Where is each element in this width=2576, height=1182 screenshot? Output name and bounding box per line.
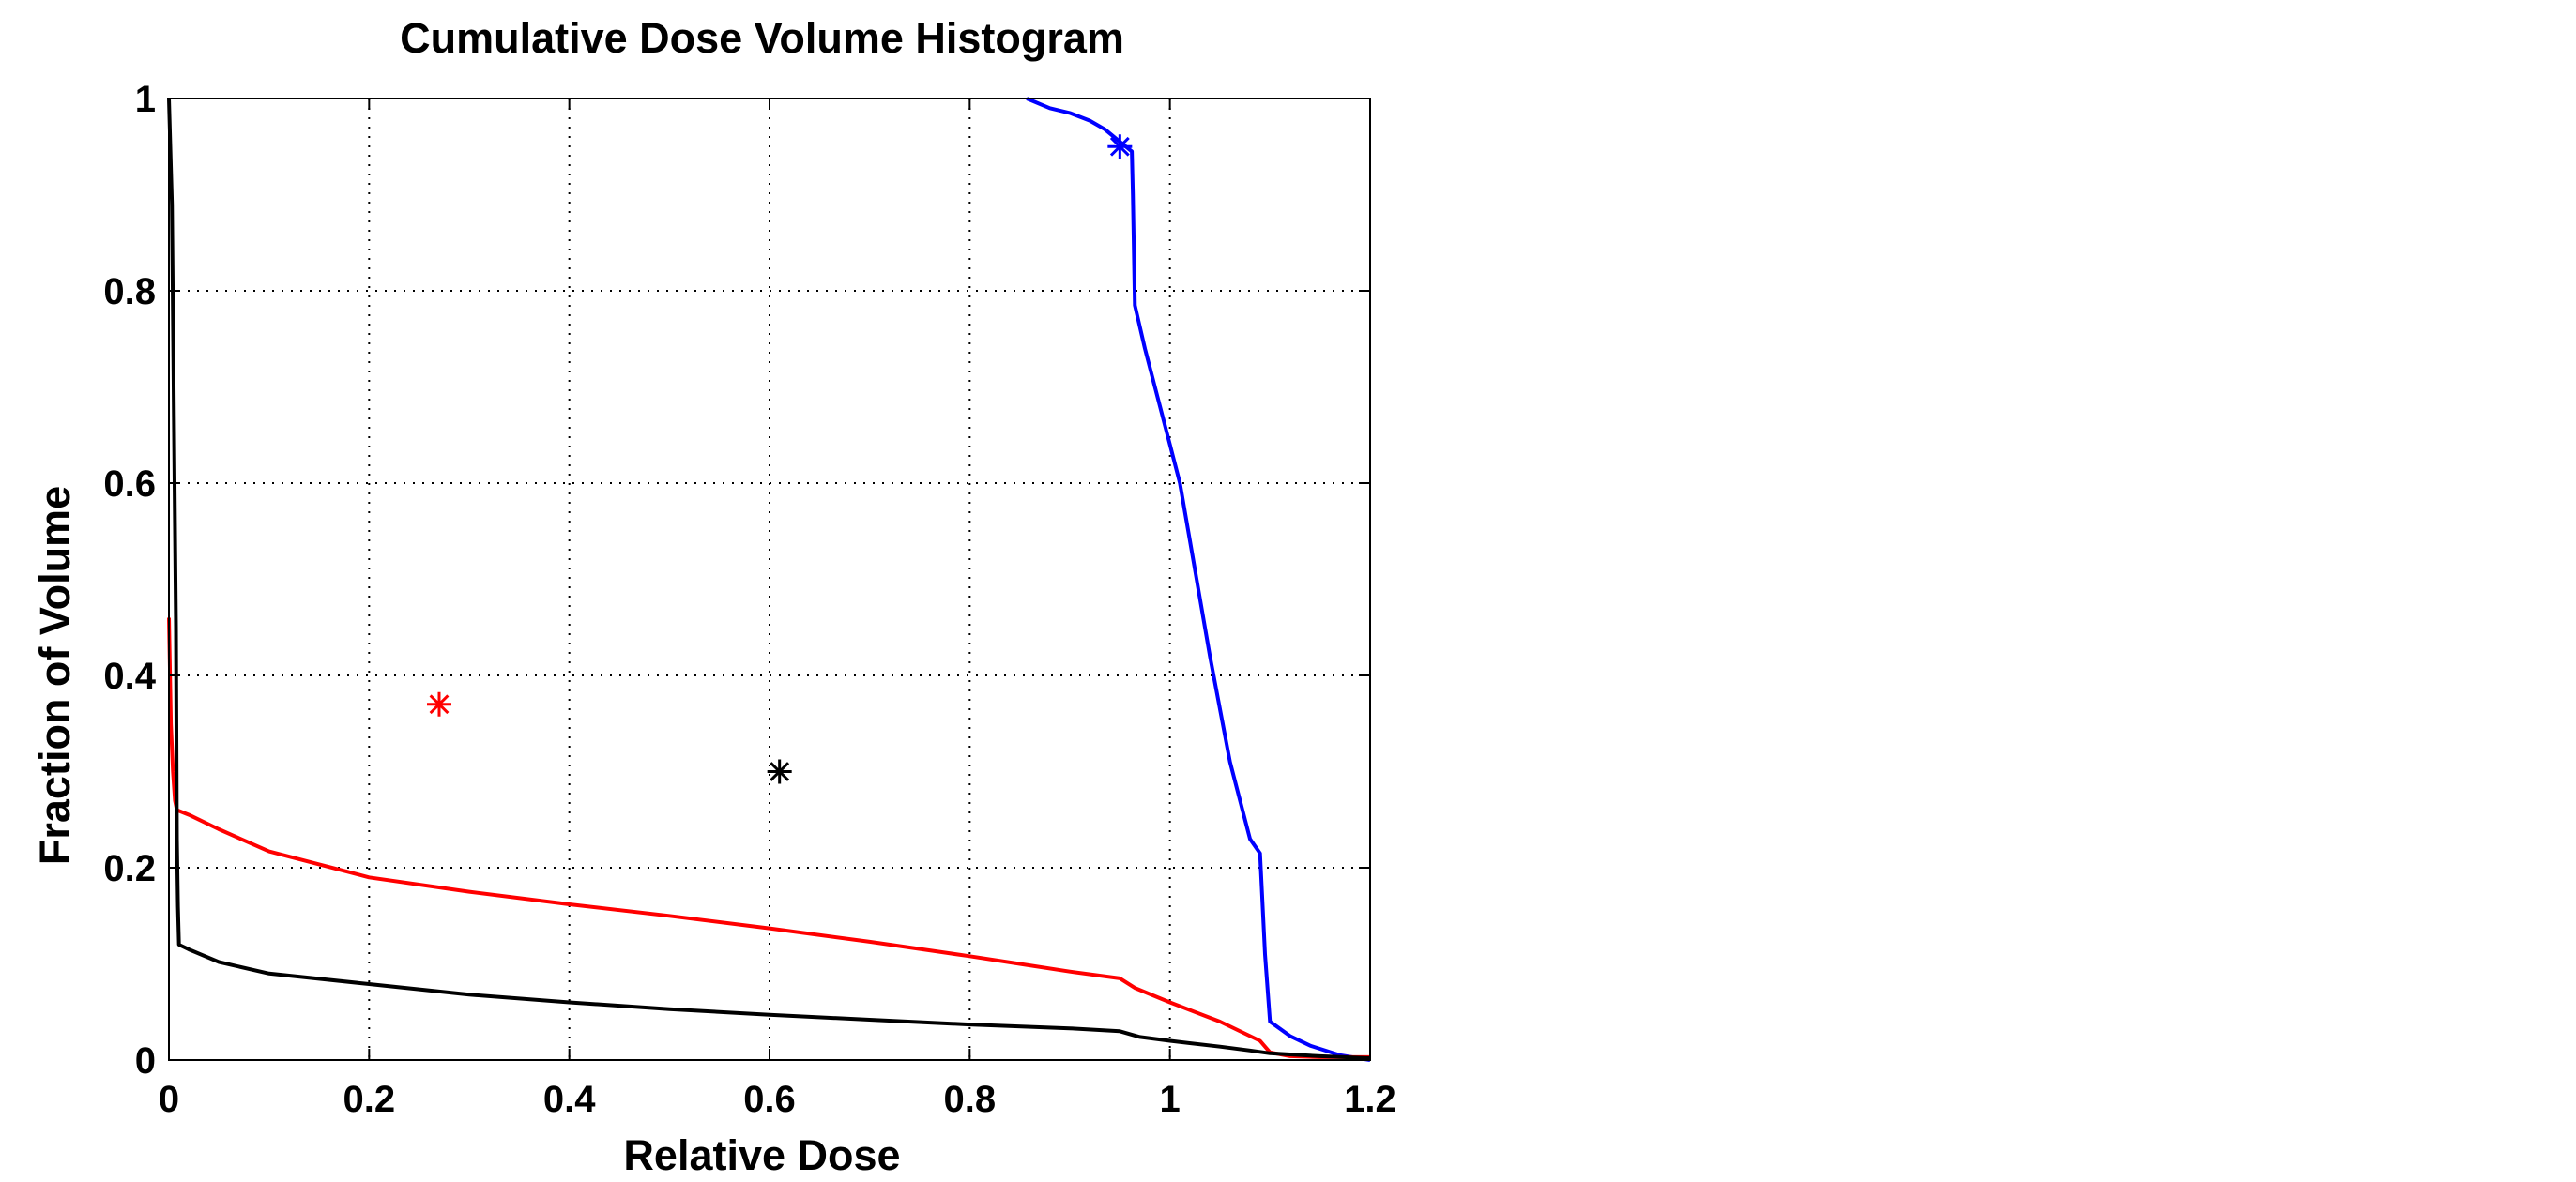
x-axis-ticks: 0 0.2 0.4 0.6 0.8 1 1.2 [159,98,1396,1120]
y-axis-label: Fraction of Volume [31,486,79,865]
series-line-2 [167,98,1371,1060]
series-line-1 [167,617,1370,1059]
x-tick-label-6: 1.2 [1344,1079,1396,1120]
y-tick-label-5: 1 [135,79,156,120]
y-axis-ticks: 0 0.2 0.4 0.6 0.8 1 [103,79,1370,1082]
data-series [167,97,1371,1062]
y-tick-label-4: 0.8 [103,271,156,312]
y-tick-label-2: 0.4 [103,656,156,697]
x-tick-label-4: 0.8 [944,1079,997,1120]
y-tick-label-0: 0 [135,1040,156,1082]
grid-lines [169,98,1370,1060]
star-marker-2 [767,759,792,784]
x-tick-label-2: 0.4 [543,1079,596,1120]
chart-title: Cumulative Dose Volume Histogram [400,14,1124,62]
star-marker-1 [427,691,451,717]
series-line-0 [1026,97,1371,1062]
x-tick-label-3: 0.6 [743,1079,796,1120]
data-markers [427,134,1133,784]
y-tick-label-3: 0.6 [103,463,156,505]
x-axis-label: Relative Dose [623,1131,900,1179]
x-tick-label-1: 0.2 [343,1079,396,1120]
x-tick-label-5: 1 [1160,1079,1181,1120]
x-tick-label-0: 0 [159,1079,179,1120]
star-marker-0 [1107,134,1133,159]
y-tick-label-1: 0.2 [103,848,156,889]
